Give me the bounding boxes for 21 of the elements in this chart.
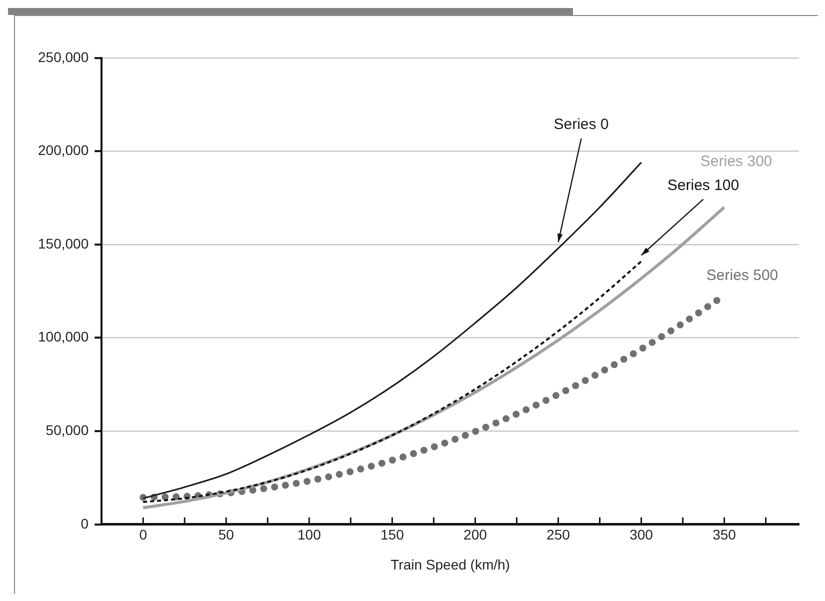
x-tick-label: 200 bbox=[464, 526, 488, 543]
text: Series 100 bbox=[667, 176, 740, 194]
text: Series 0 bbox=[554, 116, 609, 134]
y-tick-label: 250,000 bbox=[38, 48, 89, 65]
y-tick-label: 50,000 bbox=[46, 422, 89, 438]
y-tick-label: 100,000 bbox=[38, 328, 89, 345]
x-tick-label: 300 bbox=[630, 526, 654, 543]
y-tick-label: 200,000 bbox=[38, 142, 89, 158]
x-tick-label: 0 bbox=[139, 526, 148, 543]
y-tick-label: 150,000 bbox=[38, 235, 89, 252]
line-series bbox=[142, 260, 642, 504]
x-tick-label: 50 bbox=[218, 526, 234, 543]
text: Series 300 bbox=[700, 152, 772, 170]
x-tick-label: 250 bbox=[546, 526, 570, 543]
line-series bbox=[142, 162, 642, 500]
x-tick-label: 350 bbox=[712, 526, 736, 543]
y-tick-label: 0 bbox=[80, 515, 89, 532]
x-tick-label: 100 bbox=[297, 526, 322, 543]
x-tick-label: 150 bbox=[380, 526, 404, 543]
series-label: Series 500 bbox=[706, 267, 778, 284]
x-axis-title: Train Speed (km/h) bbox=[390, 556, 510, 572]
